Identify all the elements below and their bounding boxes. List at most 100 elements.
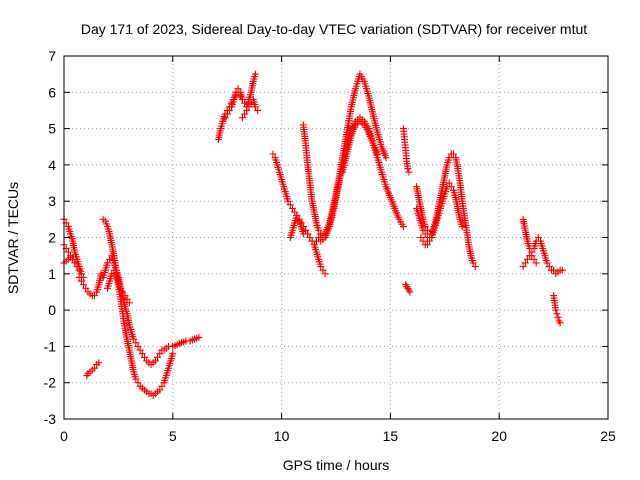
y-tick-label: 6 (48, 84, 56, 100)
x-tick-label: 25 (600, 428, 616, 444)
data-point (73, 263, 81, 271)
data-point (75, 273, 83, 281)
x-tick-label: 0 (60, 428, 68, 444)
data-points (60, 70, 566, 399)
data-point (553, 310, 561, 318)
data-point (519, 263, 527, 271)
data-point (299, 230, 307, 238)
data-point (64, 248, 72, 256)
y-axis-label: SDTVAR / TECUs (5, 182, 21, 294)
data-point (225, 106, 233, 114)
data-point (288, 204, 296, 212)
y-tick-label: -2 (44, 375, 57, 391)
data-point (121, 292, 129, 300)
x-tick-label: 10 (274, 428, 290, 444)
data-point (132, 339, 140, 347)
series-arc-23 (417, 179, 466, 249)
data-point (269, 150, 277, 158)
data-point (130, 335, 138, 343)
data-point (554, 313, 562, 321)
data-point (286, 201, 294, 209)
y-tick-label: 1 (48, 266, 56, 282)
series-arc-6 (99, 215, 177, 399)
data-point (399, 223, 407, 231)
data-point (119, 288, 127, 296)
data-point (151, 357, 159, 365)
data-point (254, 106, 262, 114)
data-point (421, 230, 429, 238)
series-arc-21 (402, 281, 414, 296)
data-point (169, 350, 177, 358)
x-axis-label: GPS time / hours (283, 457, 390, 473)
series-arc-1 (60, 215, 88, 281)
data-point (445, 179, 453, 187)
data-point (471, 263, 479, 271)
data-point (75, 266, 83, 274)
data-point (426, 237, 434, 245)
data-point (77, 270, 85, 278)
data-point (423, 226, 431, 234)
data-point (382, 154, 390, 162)
data-point (154, 353, 162, 361)
data-point (241, 110, 249, 118)
data-point (158, 382, 166, 390)
series-arc-9 (160, 333, 203, 354)
data-point (243, 106, 251, 114)
data-point (556, 319, 564, 327)
data-point (421, 223, 429, 231)
series-arc-13 (269, 150, 329, 278)
data-point (543, 259, 551, 267)
data-point (247, 99, 255, 107)
data-point (223, 110, 231, 118)
data-point (530, 255, 538, 263)
data-point (555, 317, 563, 325)
data-point (83, 371, 91, 379)
series-arc-11 (221, 70, 259, 122)
data-point (125, 299, 133, 307)
data-point (80, 281, 88, 289)
data-point (238, 114, 246, 122)
data-point (95, 359, 103, 367)
series-arc-15 (286, 212, 307, 241)
data-point (69, 255, 77, 263)
x-tick-label: 15 (383, 428, 399, 444)
data-point (132, 375, 140, 383)
data-point (251, 70, 259, 78)
data-point (417, 234, 425, 241)
x-tick-label: 20 (491, 428, 507, 444)
data-point (82, 284, 90, 292)
data-point (423, 241, 431, 249)
data-point (90, 292, 98, 300)
y-tick-label: -3 (44, 411, 57, 427)
data-point (291, 208, 299, 216)
data-point (534, 234, 542, 241)
data-point (552, 306, 560, 314)
series-arc-27 (550, 292, 564, 327)
data-point (532, 259, 540, 267)
data-point (293, 212, 301, 220)
data-point (123, 295, 131, 303)
y-tick-label: 7 (48, 48, 56, 64)
data-point (134, 342, 142, 350)
data-point (238, 96, 246, 104)
data-point (117, 284, 125, 292)
data-point (241, 99, 249, 107)
data-point (450, 150, 458, 158)
data-point (234, 85, 242, 93)
data-point (104, 259, 112, 267)
data-point (284, 197, 292, 205)
data-point (321, 270, 329, 278)
data-point (550, 266, 558, 274)
data-point (528, 252, 536, 260)
data-point (245, 103, 253, 111)
series-arc-4 (75, 270, 105, 300)
data-point (136, 346, 144, 354)
y-tick-label: 2 (48, 230, 56, 246)
data-point (469, 259, 477, 267)
data-point (302, 226, 310, 234)
x-tick-label: 5 (169, 428, 177, 444)
data-point (419, 237, 427, 245)
data-point (447, 183, 455, 191)
series-arc-24 (413, 183, 431, 234)
data-point (97, 270, 105, 278)
